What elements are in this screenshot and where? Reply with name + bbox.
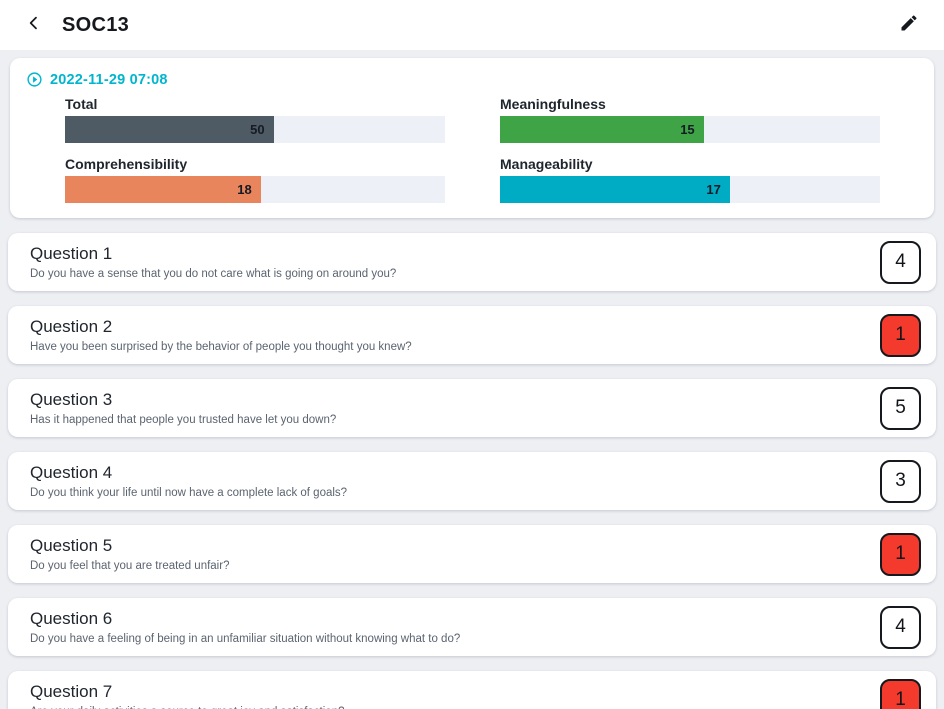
score-badge: 1 <box>880 313 921 357</box>
question-card-1[interactable]: Question 1 Do you have a sense that you … <box>8 233 936 291</box>
page-title: SOC13 <box>62 13 130 36</box>
question-title: Question 4 <box>30 463 113 482</box>
timestamp-row[interactable]: 2022-11-29 07:08 <box>26 71 934 88</box>
score-badge: 4 <box>880 240 921 284</box>
question-title: Question 1 <box>30 244 113 263</box>
chevron-left-icon <box>26 15 42 36</box>
bar-label: Total <box>65 96 98 112</box>
bar-track: 17 <box>500 176 880 203</box>
score-badge: 4 <box>880 605 921 649</box>
question-title: Question 7 <box>30 682 113 701</box>
bar-fill: 50 <box>65 116 274 143</box>
bar-track: 50 <box>65 116 445 143</box>
question-card-4[interactable]: Question 4 Do you think your life until … <box>8 452 936 510</box>
question-text: Has it happened that people you trusted … <box>30 414 337 426</box>
edit-button[interactable] <box>894 10 924 40</box>
back-button[interactable] <box>20 11 48 39</box>
bar-total: Total 50 <box>65 96 445 143</box>
bar-track: 18 <box>65 176 445 203</box>
bar-fill: 15 <box>500 116 704 143</box>
question-text: Do you feel that you are treated unfair? <box>30 560 230 572</box>
bar-meaningfulness: Meaningfulness 15 <box>500 96 880 143</box>
score-badge: 3 <box>880 459 921 503</box>
question-text: Do you have a sense that you do not care… <box>30 268 397 280</box>
bar-track: 15 <box>500 116 880 143</box>
question-title: Question 6 <box>30 609 113 628</box>
score-bars-grid: Total 50 Meaningfulness 15 Comprehensibi… <box>10 96 934 203</box>
score-badge: 5 <box>880 386 921 430</box>
bar-comprehensibility: Comprehensibility 18 <box>65 156 445 203</box>
question-card-6[interactable]: Question 6 Do you have a feeling of bein… <box>8 598 936 656</box>
question-text: Are your daily activities a source to gr… <box>30 706 345 709</box>
question-title: Question 2 <box>30 317 113 336</box>
bar-label: Manageability <box>500 156 593 172</box>
bar-fill: 17 <box>500 176 730 203</box>
play-circle-icon <box>26 71 43 88</box>
question-text: Do you have a feeling of being in an unf… <box>30 633 461 645</box>
question-title: Question 5 <box>30 536 113 555</box>
timestamp-label: 2022-11-29 07:08 <box>50 71 168 88</box>
pencil-icon <box>899 13 919 38</box>
question-card-5[interactable]: Question 5 Do you feel that you are trea… <box>8 525 936 583</box>
question-title: Question 3 <box>30 390 113 409</box>
question-text: Have you been surprised by the behavior … <box>30 341 412 353</box>
bar-manageability: Manageability 17 <box>500 156 880 203</box>
question-text: Do you think your life until now have a … <box>30 487 348 499</box>
question-card-7[interactable]: Question 7 Are your daily activities a s… <box>8 671 936 709</box>
app-header: SOC13 <box>0 0 944 50</box>
bar-fill: 18 <box>65 176 261 203</box>
bar-label: Meaningfulness <box>500 96 606 112</box>
results-summary-card: 2022-11-29 07:08 Total 50 Meaningfulness… <box>10 58 934 218</box>
question-card-3[interactable]: Question 3 Has it happened that people y… <box>8 379 936 437</box>
score-badge: 1 <box>880 678 921 709</box>
bar-label: Comprehensibility <box>65 156 188 172</box>
question-card-2[interactable]: Question 2 Have you been surprised by th… <box>8 306 936 364</box>
score-badge: 1 <box>880 532 921 576</box>
